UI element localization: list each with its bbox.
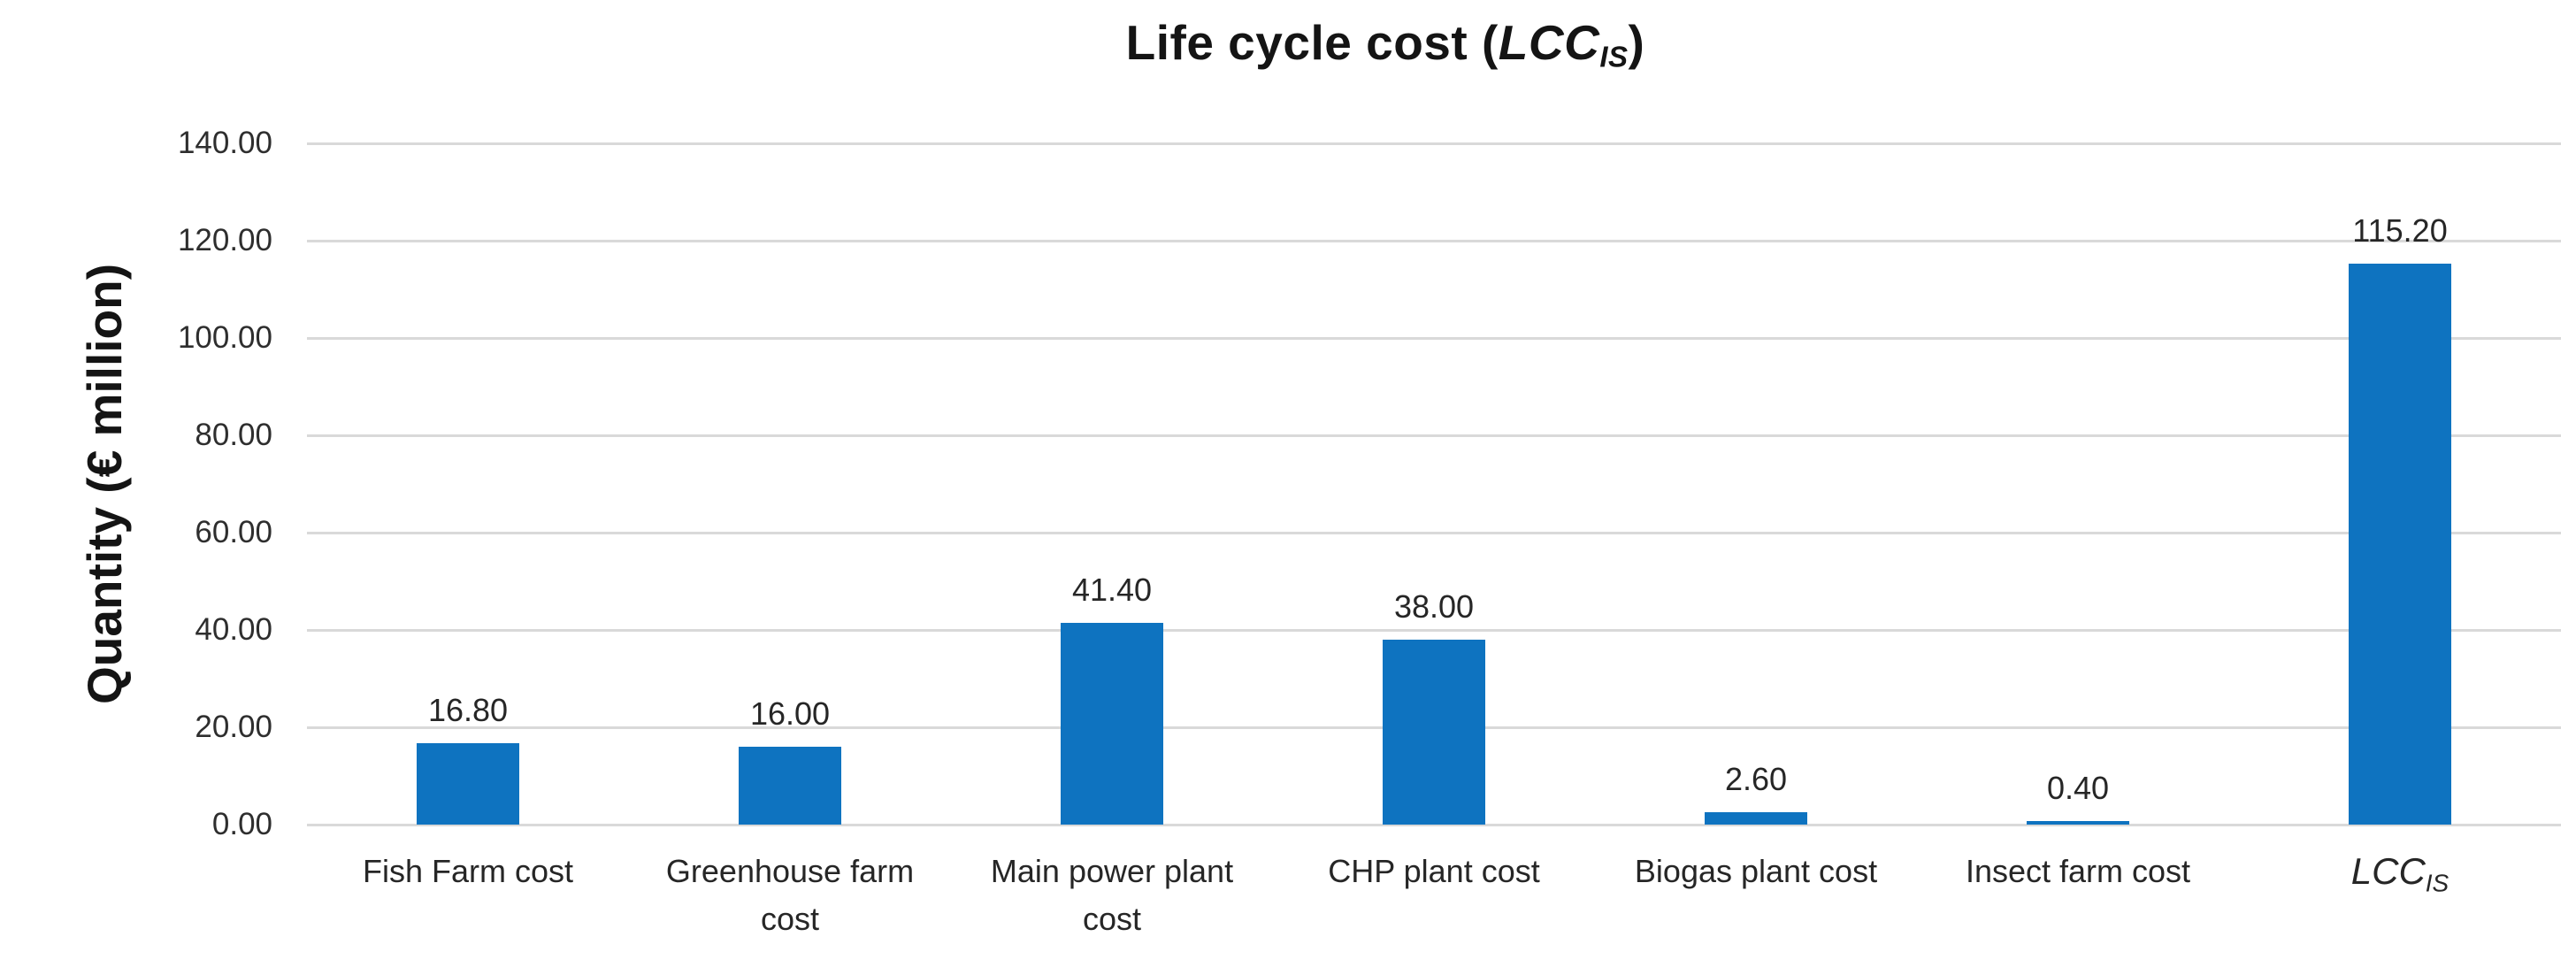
bar-value-label-lcc-is: 115.20 (2352, 212, 2448, 250)
y-tick-label-120: 120.00 (177, 223, 272, 257)
category-label-lcc-is: LCCIS (2239, 848, 2561, 907)
category-label-line: Insect farm cost (1965, 853, 2191, 889)
y-tick-label-0: 0.00 (211, 807, 272, 841)
category-lcc-italic: LCC (2350, 850, 2426, 892)
category-label-main-power-plant-cost: Main power plant cost (951, 848, 1273, 943)
plot-area: 16.80 16.00 41.40 38.00 2.60 0.40 115.20 (307, 142, 2561, 826)
category-label-line: Biogas plant cost (1634, 853, 1878, 889)
bar-value-label-main-power-plant-cost: 41.40 (1071, 572, 1153, 609)
bar-biogas-plant-cost (1705, 811, 1807, 825)
chart-title-prefix: Life cycle cost ( (1125, 15, 1499, 70)
gridline-60 (307, 531, 2561, 534)
gridline-0 (307, 823, 2561, 826)
category-label-biogas-plant-cost: Biogas plant cost (1595, 848, 1917, 895)
category-label-line: CHP plant cost (1328, 853, 1540, 889)
category-label-fish-farm-cost: Fish Farm cost (307, 848, 629, 895)
bar-lcc-is (2349, 264, 2451, 825)
gridline-80 (307, 434, 2561, 437)
bar-chp-plant-cost (1383, 640, 1485, 825)
bar-value-label-fish-farm-cost: 16.80 (427, 691, 509, 728)
gridline-140 (307, 142, 2561, 145)
category-label-line: cost (1082, 901, 1142, 937)
y-tick-label-80: 80.00 (195, 418, 272, 452)
category-label-line: Greenhouse farm (665, 853, 915, 889)
bar-value-label-biogas-plant-cost: 2.60 (1724, 760, 1788, 797)
chart-title-suffix: ) (1628, 15, 1645, 70)
bar-value-label-chp-plant-cost: 38.00 (1393, 588, 1475, 625)
bar-fish-farm-cost (417, 742, 519, 825)
category-label-chp-plant-cost: CHP plant cost (1273, 848, 1595, 895)
category-label-line: Fish Farm cost (362, 853, 574, 889)
chart-title-is-subscript: IS (1599, 40, 1629, 73)
bar-main-power-plant-cost (1061, 623, 1163, 825)
category-is-subscript: IS (2425, 869, 2450, 897)
category-label-line: cost (760, 901, 820, 937)
category-label-insect-farm-cost: Insect farm cost (1917, 848, 2239, 895)
y-tick-label-40: 40.00 (195, 612, 272, 647)
bar-greenhouse-farm-cost (739, 747, 841, 825)
y-tick-label-20: 20.00 (195, 710, 272, 744)
y-tick-label-140: 140.00 (177, 126, 272, 160)
y-tick-label-60: 60.00 (195, 515, 272, 549)
chart-title-lcc-italic: LCC (1498, 15, 1600, 70)
category-label-line: Main power plant (990, 853, 1234, 889)
y-tick-label-100: 100.00 (177, 320, 272, 355)
category-label-greenhouse-farm-cost: Greenhouse farm cost (629, 848, 951, 943)
bar-value-label-insect-farm-cost: 0.40 (2046, 770, 2110, 806)
gridline-100 (307, 336, 2561, 340)
gridline-40 (307, 628, 2561, 632)
chart-title: Life cycle cost (LCCIS) (97, 14, 2576, 73)
gridline-120 (307, 239, 2561, 242)
bar-insect-farm-cost (2027, 821, 2129, 825)
bar-value-label-greenhouse-farm-cost: 16.00 (749, 695, 831, 732)
